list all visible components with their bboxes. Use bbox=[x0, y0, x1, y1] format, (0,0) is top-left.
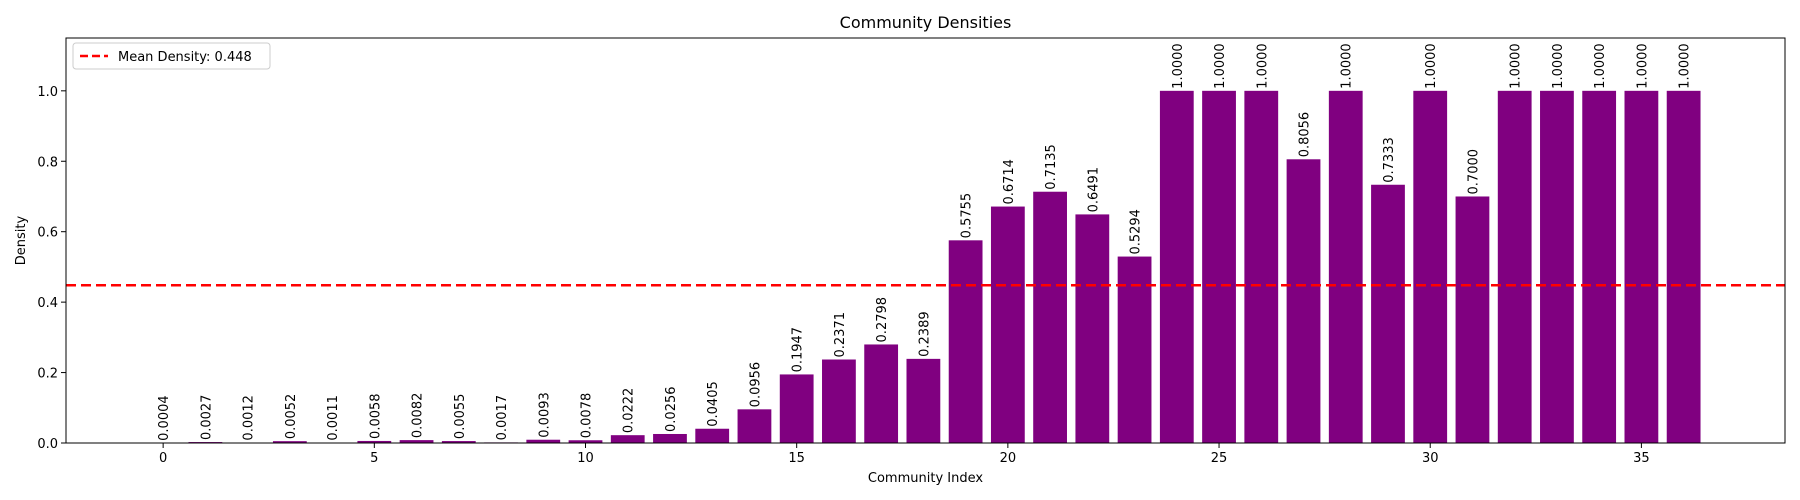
bar-29 bbox=[1371, 184, 1405, 444]
data-label-29: 0.7333 bbox=[1382, 137, 1397, 183]
data-label-21: 0.7135 bbox=[1044, 144, 1059, 190]
bar-32 bbox=[1497, 90, 1532, 444]
bar-7 bbox=[441, 441, 476, 443]
bar-16 bbox=[822, 359, 856, 443]
x-tick-label-0: 0 bbox=[159, 451, 167, 466]
data-label-2: 0.0012 bbox=[242, 395, 257, 441]
data-label-4: 0.0011 bbox=[326, 395, 341, 441]
data-label-22: 0.6491 bbox=[1086, 167, 1101, 213]
data-label-28: 1.0000 bbox=[1340, 43, 1355, 89]
x-tick-label-10: 10 bbox=[577, 451, 594, 466]
bar-9 bbox=[526, 439, 561, 443]
bar-34 bbox=[1582, 90, 1617, 444]
y-tick-label-4: 0.8 bbox=[37, 155, 58, 170]
y-axis-label: Density bbox=[14, 215, 29, 265]
x-tick-label-25: 25 bbox=[1211, 451, 1228, 466]
data-label-5: 0.0058 bbox=[368, 393, 383, 439]
data-label-20: 0.6714 bbox=[1002, 159, 1017, 205]
legend-box bbox=[72, 42, 271, 70]
y-tick-label-2: 0.4 bbox=[37, 296, 58, 311]
data-label-35: 1.0000 bbox=[1635, 43, 1650, 89]
data-label-25: 1.0000 bbox=[1213, 43, 1228, 89]
data-label-8: 0.0017 bbox=[495, 395, 510, 441]
data-label-32: 1.0000 bbox=[1509, 43, 1524, 89]
data-label-17: 0.2798 bbox=[875, 297, 890, 343]
y-axis-ticks: 0.0 0.2 0.4 0.6 0.8 1.0 bbox=[37, 85, 66, 452]
x-tick-label-15: 15 bbox=[788, 451, 805, 466]
bar-11 bbox=[610, 435, 645, 443]
data-label-0: 0.0004 bbox=[157, 395, 172, 441]
bar-28 bbox=[1328, 90, 1363, 444]
x-tick-label-20: 20 bbox=[1000, 451, 1017, 466]
bar-31 bbox=[1455, 196, 1490, 443]
bar-20 bbox=[990, 206, 1025, 443]
x-tick-label-35: 35 bbox=[1633, 451, 1650, 466]
data-label-15: 0.1947 bbox=[791, 327, 806, 373]
data-label-3: 0.0052 bbox=[284, 394, 299, 440]
legend: Mean Density: 0.448 bbox=[72, 42, 271, 70]
bar-5 bbox=[357, 440, 392, 443]
data-label-7: 0.0055 bbox=[453, 394, 468, 440]
data-label-26: 1.0000 bbox=[1255, 43, 1270, 89]
data-label-1: 0.0027 bbox=[199, 395, 214, 441]
bar-22 bbox=[1075, 214, 1110, 443]
bars-layer bbox=[146, 90, 1701, 444]
bar-33 bbox=[1540, 90, 1574, 444]
bar-6 bbox=[399, 440, 434, 443]
data-label-16: 0.2371 bbox=[833, 312, 848, 358]
bar-26 bbox=[1244, 90, 1279, 444]
bar-24 bbox=[1159, 90, 1194, 444]
x-axis-ticks: 0 5 10 15 20 25 30 35 bbox=[159, 443, 1650, 466]
data-label-27: 0.8056 bbox=[1298, 112, 1313, 158]
bar-18 bbox=[906, 358, 941, 443]
bar-30 bbox=[1413, 90, 1448, 444]
bar-17 bbox=[864, 344, 899, 443]
bar-21 bbox=[1033, 191, 1067, 443]
y-tick-label-1: 0.2 bbox=[37, 367, 58, 382]
data-label-10: 0.0078 bbox=[580, 393, 595, 439]
data-label-33: 1.0000 bbox=[1551, 43, 1566, 89]
data-label-24: 1.0000 bbox=[1171, 43, 1186, 89]
data-label-19: 0.5755 bbox=[960, 193, 975, 239]
data-label-18: 0.2389 bbox=[917, 311, 932, 357]
bar-23 bbox=[1117, 256, 1152, 443]
bar-13 bbox=[695, 428, 730, 443]
data-label-14: 0.0956 bbox=[748, 362, 763, 408]
data-label-13: 0.0405 bbox=[706, 381, 721, 427]
data-label-30: 1.0000 bbox=[1424, 43, 1439, 89]
data-label-12: 0.0256 bbox=[664, 386, 679, 432]
data-labels-layer: 0.0004 0.0027 0.0012 0.0052 0.0011 0.0058 0.00… bbox=[157, 43, 1692, 441]
bar-25 bbox=[1202, 90, 1236, 444]
bar-12 bbox=[653, 433, 687, 443]
bar-15 bbox=[779, 374, 814, 443]
bar-35 bbox=[1624, 90, 1659, 444]
bar-36 bbox=[1666, 90, 1701, 444]
data-label-34: 1.0000 bbox=[1593, 43, 1608, 89]
data-label-9: 0.0093 bbox=[537, 392, 552, 438]
data-label-23: 0.5294 bbox=[1129, 209, 1144, 255]
bar-14 bbox=[737, 409, 772, 443]
bar-19 bbox=[948, 240, 983, 443]
plot-frame bbox=[65, 37, 1786, 444]
data-label-11: 0.0222 bbox=[622, 388, 637, 434]
bar-10 bbox=[568, 440, 603, 443]
legend-label: Mean Density: 0.448 bbox=[118, 50, 252, 65]
x-tick-label-5: 5 bbox=[370, 451, 378, 466]
y-tick-label-5: 1.0 bbox=[37, 85, 58, 100]
y-tick-label-3: 0.6 bbox=[37, 226, 58, 241]
x-tick-label-30: 30 bbox=[1422, 451, 1439, 466]
data-label-6: 0.0082 bbox=[411, 393, 426, 439]
y-tick-label-0: 0.0 bbox=[37, 437, 58, 452]
bar-27 bbox=[1286, 159, 1321, 443]
bar-3 bbox=[272, 441, 307, 443]
x-axis-label: Community Index bbox=[868, 471, 983, 486]
data-label-31: 0.7000 bbox=[1466, 149, 1481, 195]
data-label-36: 1.0000 bbox=[1678, 43, 1693, 89]
chart-title: Community Densities bbox=[840, 13, 1012, 32]
